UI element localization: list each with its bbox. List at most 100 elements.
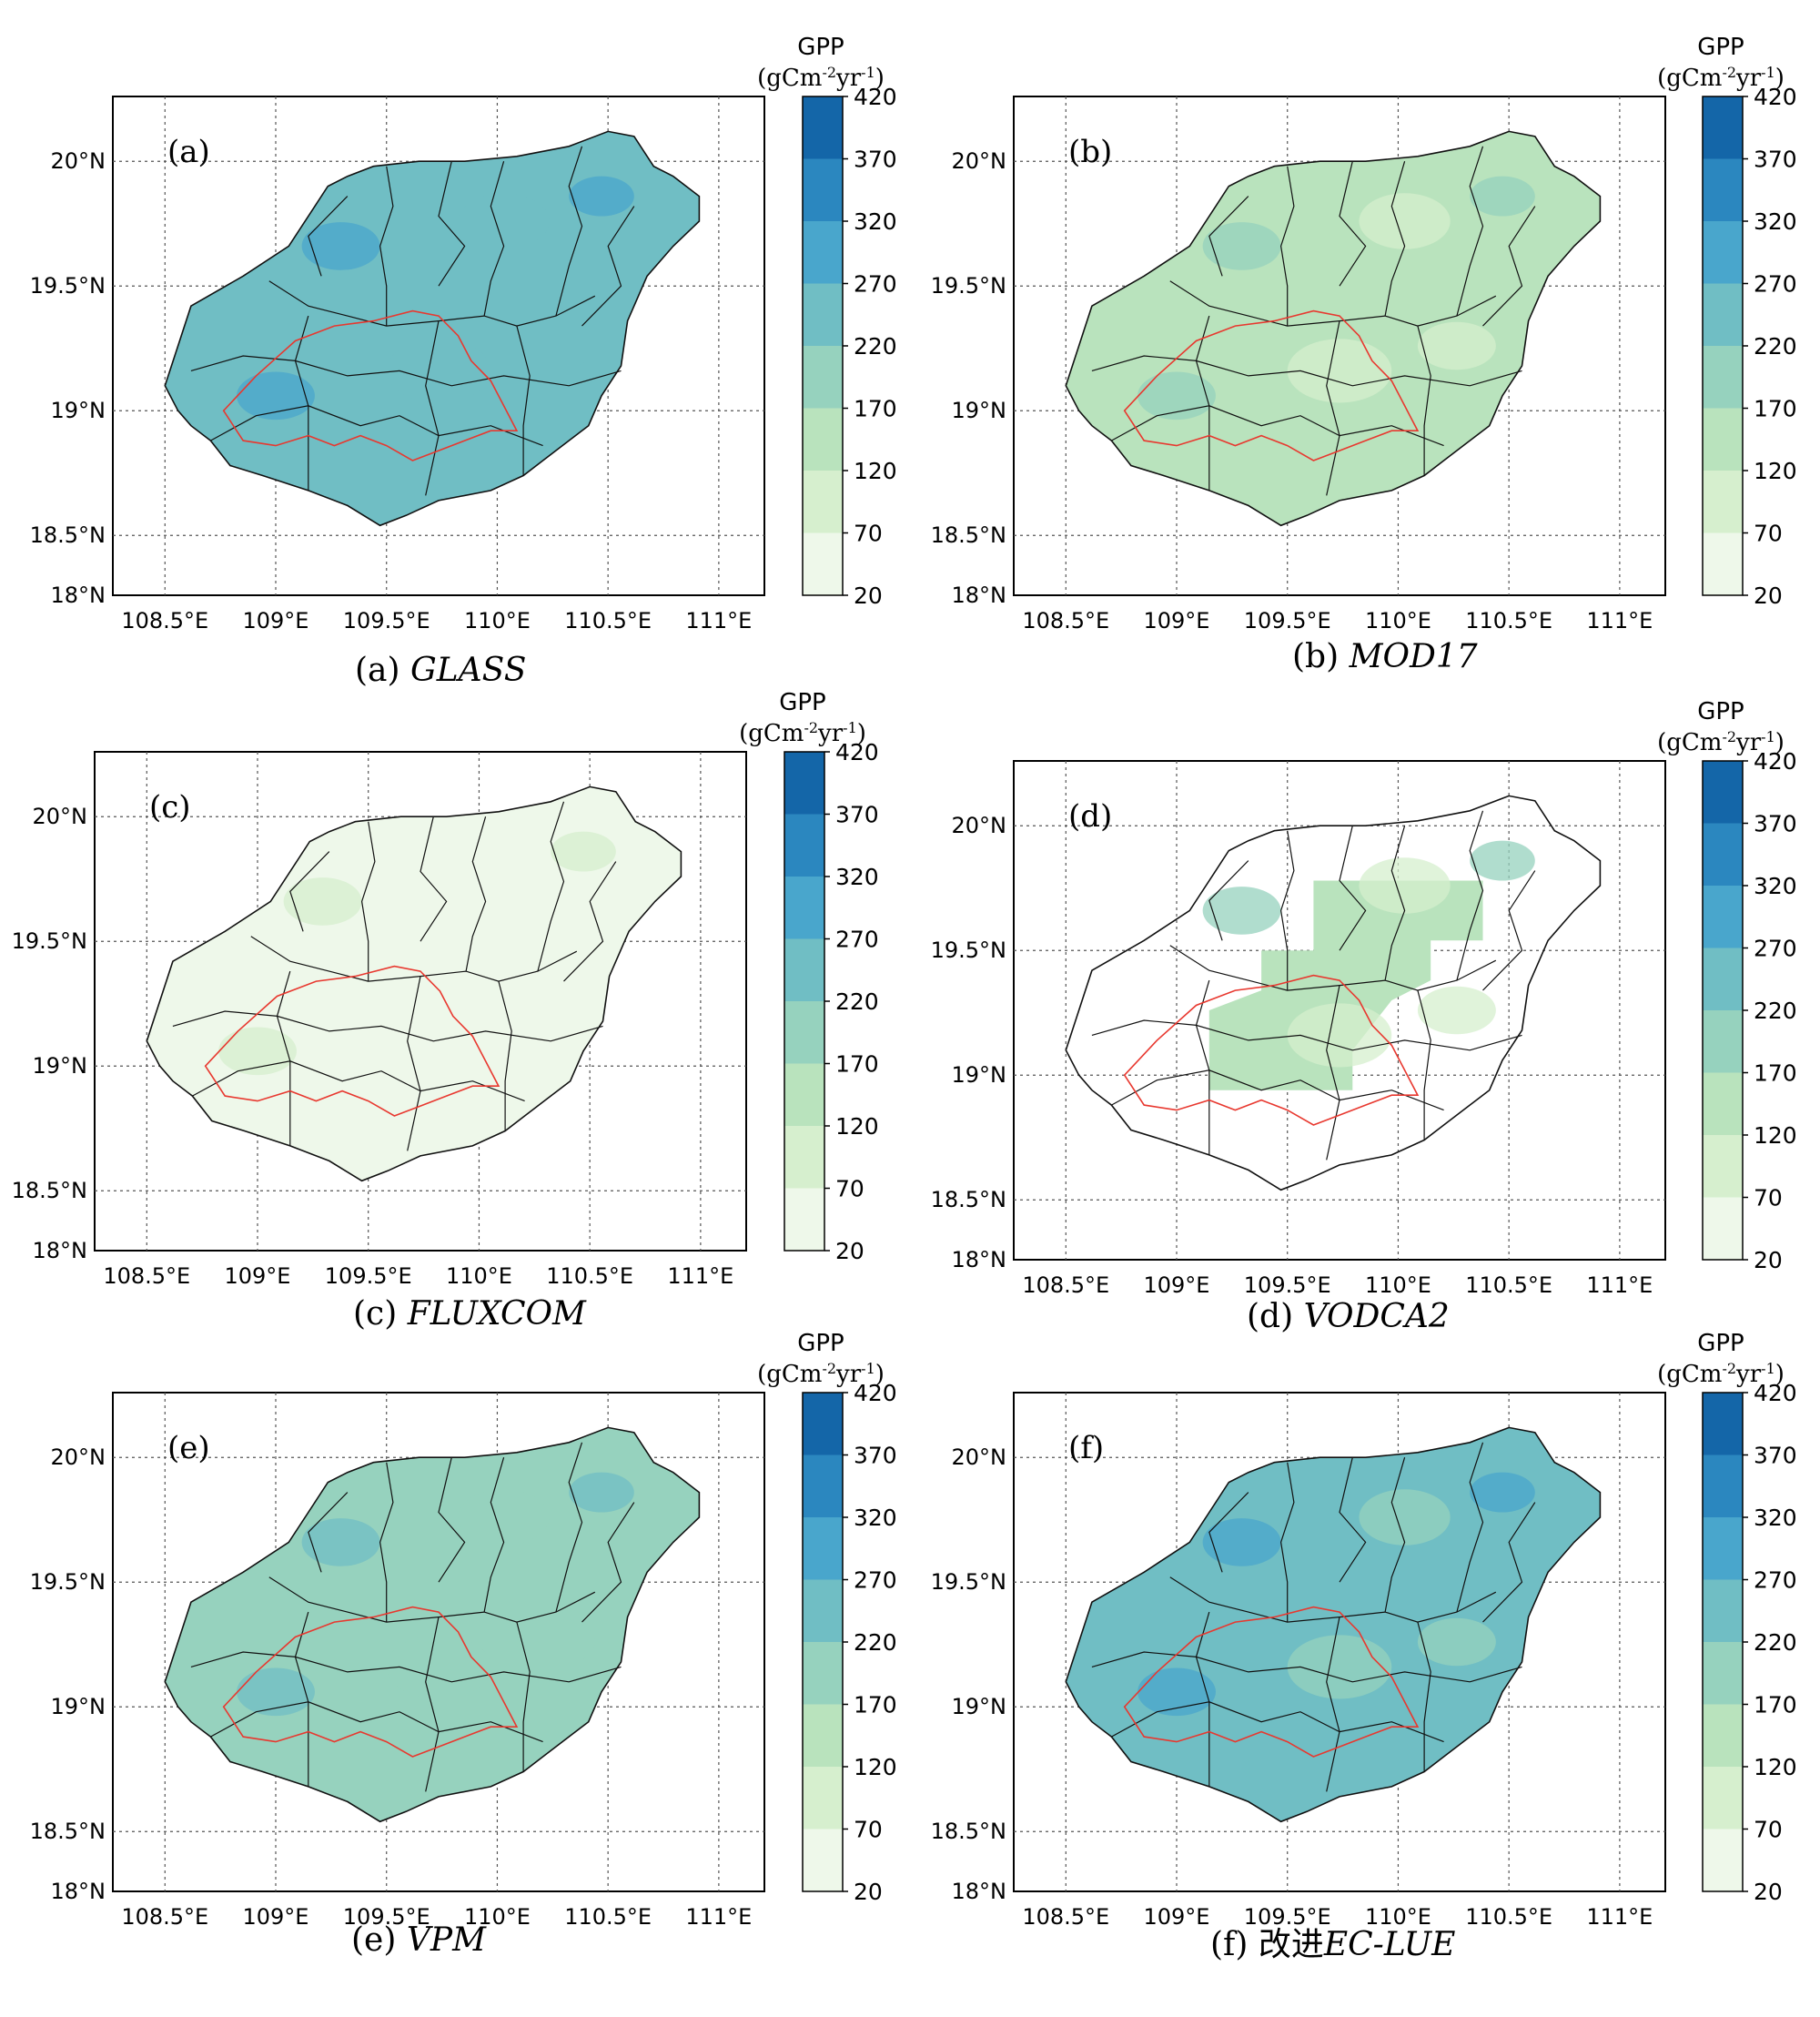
gpp-contour bbox=[569, 176, 634, 217]
coastline bbox=[1065, 1426, 1602, 1823]
county-boundary bbox=[1417, 989, 1431, 1140]
lat-tick-label: 18.5°N bbox=[30, 522, 106, 548]
colorbar-tick-label: 170 bbox=[854, 1692, 897, 1718]
colorbar-tick-label: 270 bbox=[1754, 1567, 1797, 1594]
lon-tick-label: 109.5°E bbox=[343, 608, 430, 633]
map-panel-f: (f)108.5°E 109°E 109.5°E 110°E 110.5°E 111°E2… bbox=[931, 1330, 1797, 1963]
county-boundary bbox=[537, 801, 565, 972]
lat-tick-label: 18.5°N bbox=[931, 1819, 1006, 1844]
colorbar-segment bbox=[784, 752, 824, 815]
panel-caption: (c) FLUXCOM bbox=[353, 1295, 587, 1333]
lon-tick-label: 110.5°E bbox=[564, 1904, 652, 1930]
gpp-contour bbox=[1287, 1635, 1392, 1699]
colorbar-segment bbox=[1703, 532, 1743, 595]
colorbar-segment bbox=[784, 1063, 824, 1126]
gpp-contour bbox=[1470, 1472, 1535, 1513]
colorbar-tick-label: 420 bbox=[1754, 748, 1797, 775]
county-boundary bbox=[308, 196, 349, 277]
county-boundary bbox=[1208, 860, 1249, 941]
gpp-contour bbox=[301, 222, 380, 270]
lon-tick-label: 110°E bbox=[446, 1263, 512, 1289]
colorbar-segment bbox=[1703, 761, 1743, 824]
colorbar-segment bbox=[1703, 1135, 1743, 1198]
colorbar-tick-label: 170 bbox=[854, 396, 897, 422]
colorbar-tick-label: 120 bbox=[835, 1113, 879, 1140]
colorbar-tick-label: 270 bbox=[1754, 271, 1797, 298]
gpp-contour bbox=[1470, 840, 1535, 881]
lon-tick-label: 109°E bbox=[225, 1263, 291, 1289]
county-boundary bbox=[1417, 1621, 1431, 1772]
colorbar-tick-label: 220 bbox=[835, 988, 879, 1015]
county-boundary bbox=[1111, 1069, 1444, 1111]
colorbar-segment bbox=[803, 471, 843, 533]
lon-tick-label: 111°E bbox=[685, 608, 752, 633]
county-boundary bbox=[1456, 146, 1484, 317]
colorbar-segment bbox=[803, 1579, 843, 1642]
lon-tick-label: 111°E bbox=[685, 1904, 752, 1930]
lon-tick-label: 109.5°E bbox=[325, 1263, 412, 1289]
gpp-contour bbox=[301, 1518, 380, 1566]
colorbar-tick-label: 420 bbox=[1754, 84, 1797, 110]
county-boundary bbox=[1482, 1502, 1536, 1623]
colorbar-segment bbox=[803, 532, 843, 595]
lon-tick-label: 110.5°E bbox=[546, 1263, 633, 1289]
colorbar-unit: (gCm-2yr-1) bbox=[757, 1360, 885, 1389]
colorbar-tick-label: 320 bbox=[1754, 873, 1797, 899]
county-boundary bbox=[483, 1457, 505, 1613]
colorbar-segment bbox=[803, 1454, 843, 1517]
map-panel-d: (d)108.5°E 109°E 109.5°E 110°E 110.5°E 111°E2… bbox=[931, 698, 1797, 1335]
lon-tick-label: 108.5°E bbox=[1022, 1904, 1109, 1930]
colorbar-tick-label: 370 bbox=[1754, 147, 1797, 173]
county-boundary bbox=[308, 1492, 349, 1573]
colorbar-segment bbox=[803, 1393, 843, 1455]
map-panel-b: (b)108.5°E 109°E 109.5°E 110°E 110.5°E 111°E2… bbox=[931, 34, 1797, 675]
lat-tick-label: 20°N bbox=[33, 804, 88, 829]
county-boundary bbox=[210, 405, 543, 447]
county-boundary bbox=[420, 816, 448, 942]
map-panel-a: (a)108.5°E 109°E 109.5°E 110°E 110.5°E 111°E2… bbox=[30, 34, 897, 689]
gpp-contour bbox=[386, 339, 491, 403]
county-boundary bbox=[407, 976, 421, 1151]
lon-tick-label: 111°E bbox=[667, 1263, 733, 1289]
colorbar-tick-label: 370 bbox=[1754, 811, 1797, 837]
colorbar-segment bbox=[784, 1126, 824, 1189]
panel-caption: (a) GLASS bbox=[355, 652, 526, 689]
lat-tick-label: 19.5°N bbox=[931, 1569, 1006, 1595]
panel-tag: (c) bbox=[149, 789, 191, 826]
county-boundary bbox=[1326, 985, 1340, 1161]
colorbar-tick-label: 320 bbox=[854, 1505, 897, 1531]
gpp-contour bbox=[368, 994, 473, 1059]
county-boundary bbox=[516, 325, 531, 476]
county-boundary bbox=[172, 1010, 603, 1042]
colorbar-c: 20 70 120 170 220 270 320 370 420 GPP (gCm-2yr-1) bbox=[739, 689, 879, 1264]
county-boundary bbox=[1091, 1651, 1522, 1683]
lat-tick-label: 18°N bbox=[51, 583, 106, 608]
county-boundary bbox=[555, 146, 583, 317]
coastline bbox=[1065, 130, 1602, 527]
colorbar-segment bbox=[784, 814, 824, 877]
county-boundary bbox=[438, 161, 466, 287]
lat-tick-label: 19°N bbox=[952, 1062, 1007, 1088]
coastline bbox=[1065, 795, 1602, 1191]
gpp-contour bbox=[1417, 1617, 1496, 1667]
gpp-contour bbox=[1359, 1489, 1451, 1546]
gpp-contour bbox=[1202, 1518, 1281, 1566]
panel-caption: (f) 改进EC-LUE bbox=[1210, 1926, 1455, 1963]
lon-tick-label: 110°E bbox=[464, 608, 531, 633]
lat-tick-label: 19.5°N bbox=[30, 1569, 106, 1595]
gpp-contour bbox=[458, 1489, 550, 1546]
colorbar-d: 20 70 120 170 220 270 320 370 420 GPP (gCm-2yr-1) bbox=[1657, 698, 1797, 1273]
colorbar-unit: (gCm-2yr-1) bbox=[739, 719, 866, 748]
county-boundary bbox=[1111, 405, 1444, 447]
colorbar-tick-label: 370 bbox=[835, 802, 879, 828]
lat-tick-label: 19°N bbox=[51, 1694, 106, 1719]
county-boundary bbox=[190, 1651, 622, 1683]
county-boundary bbox=[289, 851, 330, 932]
lon-tick-label: 109.5°E bbox=[1244, 1904, 1331, 1930]
gpp-contour bbox=[1417, 986, 1496, 1035]
colorbar-segment bbox=[803, 1829, 843, 1891]
gpp-field bbox=[1066, 131, 1601, 526]
colorbar-segment bbox=[1703, 948, 1743, 1010]
lat-tick-label: 19°N bbox=[33, 1053, 88, 1079]
county-boundary bbox=[438, 1457, 466, 1583]
